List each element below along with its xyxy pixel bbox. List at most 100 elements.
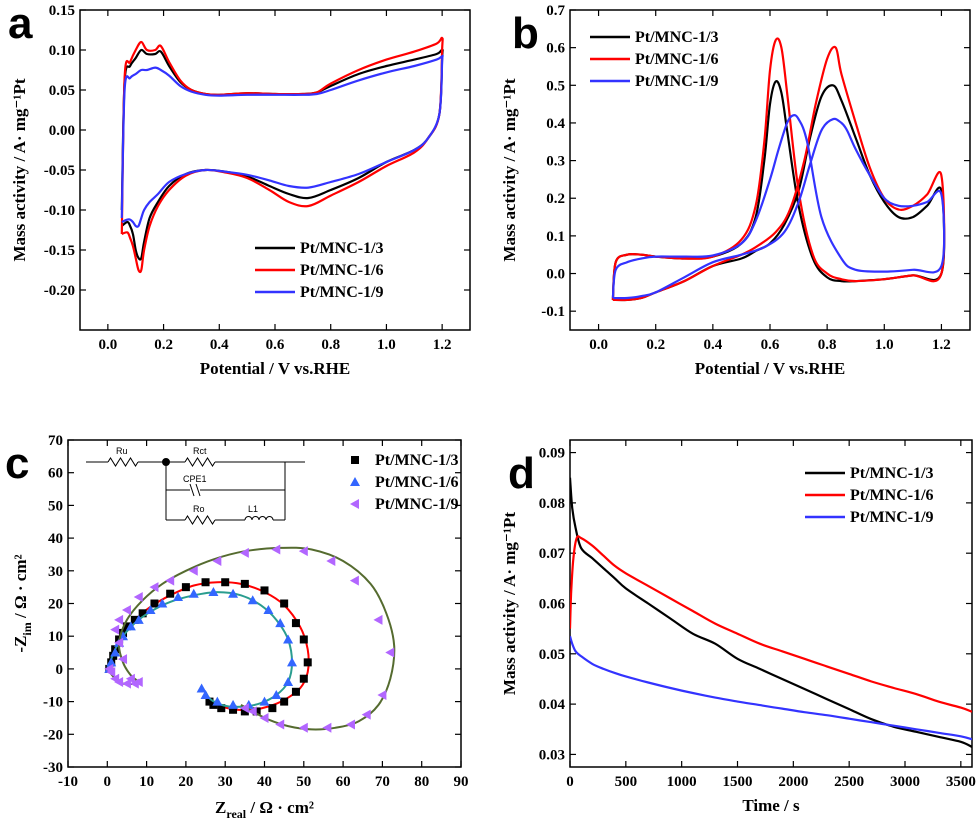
data-point	[259, 696, 270, 706]
resistor-rct	[184, 457, 216, 467]
data-point	[145, 605, 156, 615]
x-tick-label: 1.0	[377, 337, 396, 353]
data-point	[188, 565, 198, 576]
y-tick-label: 0.4	[546, 116, 565, 132]
data-point	[326, 555, 336, 566]
y-tick-label: -0.1	[541, 304, 565, 320]
x-tick-label: 50	[296, 774, 311, 790]
x-tick-label: 2000	[778, 774, 808, 790]
data-point	[150, 599, 159, 608]
fit-line-ptmnc13	[106, 581, 310, 712]
panel-letter: d	[508, 449, 535, 498]
data-point	[298, 546, 308, 557]
panel-letter: c	[5, 439, 29, 488]
y-tick-label: 0.15	[49, 3, 75, 19]
y-axis-label-unit: / Ω · cm²	[11, 554, 30, 622]
data-point	[271, 544, 281, 555]
data-point	[125, 673, 135, 684]
x-tick-label: 0.2	[646, 337, 665, 353]
data-point	[259, 712, 269, 723]
x-tick-label: 0.4	[703, 337, 722, 353]
data-point	[217, 704, 226, 713]
data-point	[229, 705, 238, 714]
circuit-label: Rct	[193, 446, 207, 456]
data-point	[196, 683, 207, 693]
data-point	[228, 699, 239, 709]
data-point	[228, 588, 239, 598]
data-point	[125, 621, 136, 631]
x-tick-label: 0.6	[266, 337, 285, 353]
data-point	[212, 696, 223, 706]
data-point	[121, 605, 131, 616]
fit-line-ptmnc19	[106, 546, 396, 731]
panel-letter: a	[8, 0, 33, 48]
x-tick-label: 500	[615, 774, 638, 790]
legend-label: Pt/MNC-1/6	[300, 262, 384, 279]
x-tick-label: 0.8	[818, 337, 837, 353]
data-point	[260, 586, 269, 595]
legend-label: Pt/MNC-1/3	[375, 452, 459, 469]
y-tick-label: 0.06	[539, 597, 566, 613]
data-point	[188, 588, 199, 598]
y-tick-label: 0.08	[539, 496, 565, 512]
x-tick-label: 1000	[667, 774, 697, 790]
x-tick-label: 60	[336, 774, 351, 790]
x-tick-label: 20	[178, 774, 193, 790]
legend-label: Pt/MNC-1/6	[635, 51, 719, 68]
x-tick-label: 0.6	[761, 337, 780, 353]
y-tick-label: 0.07	[539, 546, 566, 562]
y-axis-label: Mass activity / A· mg⁻¹Pt	[10, 78, 29, 261]
x-tick-label: 1.2	[932, 337, 951, 353]
legend-label: Pt/MNC-1/3	[635, 29, 719, 46]
data-point	[133, 614, 144, 624]
y-tick-label: -0.15	[44, 243, 75, 259]
data-point	[110, 624, 120, 635]
x-tick-label: 3000	[890, 774, 920, 790]
y-tick-label: 0	[56, 662, 64, 678]
panel-d: d 0 500 1000 1500 2000 2500 3000 3500 0.03 0.04 0.0…	[500, 439, 976, 815]
data-point	[361, 709, 371, 720]
panel-b: b 0.0 0.2 0.4 0.6 0.8 1.0 1.2 -0.1 0.0 0.1 0.2 0.3 0.…	[500, 3, 971, 378]
y-tick-label: 0.0	[546, 267, 565, 283]
data-point	[149, 582, 159, 593]
data-point	[212, 555, 222, 566]
resistor-ru	[107, 457, 139, 467]
y-tick-label: 0.00	[49, 123, 75, 139]
y-tick-label: -0.10	[44, 203, 75, 219]
data-point	[239, 703, 249, 714]
legend-label: Pt/MNC-1/9	[375, 496, 459, 513]
cpe-plate	[195, 483, 201, 497]
legend-label: Pt/MNC-1/6	[850, 487, 934, 504]
x-tick-label: 1.2	[433, 337, 452, 353]
x-tick-label: 0	[566, 774, 574, 790]
plot-area	[120, 36, 444, 274]
x-tick-label: 1.0	[875, 337, 894, 353]
plot-area	[570, 477, 972, 748]
y-tick-label: 0.3	[546, 154, 565, 170]
data-point	[106, 667, 116, 678]
x-axis-label: Potential / V vs.RHE	[200, 359, 351, 378]
data-point	[133, 676, 143, 687]
data-point	[280, 599, 289, 608]
data-point	[239, 547, 249, 558]
data-point	[345, 719, 355, 730]
data-point	[130, 615, 139, 624]
y-axis-label-sub: im	[20, 622, 34, 635]
y-tick-label: 0.2	[546, 191, 565, 207]
data-point	[268, 704, 277, 713]
y-axis-label: Mass activity / A· mg⁻¹Pt	[500, 78, 519, 261]
y-tick-label: 40	[48, 531, 63, 547]
x-tick-label: 0.0	[98, 337, 117, 353]
x-tick-label: 30	[218, 774, 233, 790]
series-line-ptmnc16	[120, 36, 444, 274]
x-axis-label: Potential / V vs.RHE	[695, 359, 846, 378]
data-point	[106, 657, 117, 667]
legend-label: Pt/MNC-1/3	[300, 240, 384, 257]
data-point	[166, 589, 175, 598]
x-axis-label-sub: real	[226, 807, 246, 821]
legend-label: Pt/MNC-1/9	[850, 509, 934, 526]
inductor-l1	[244, 516, 274, 521]
data-point	[110, 647, 121, 657]
data-point	[201, 578, 210, 587]
data-point	[299, 674, 308, 683]
